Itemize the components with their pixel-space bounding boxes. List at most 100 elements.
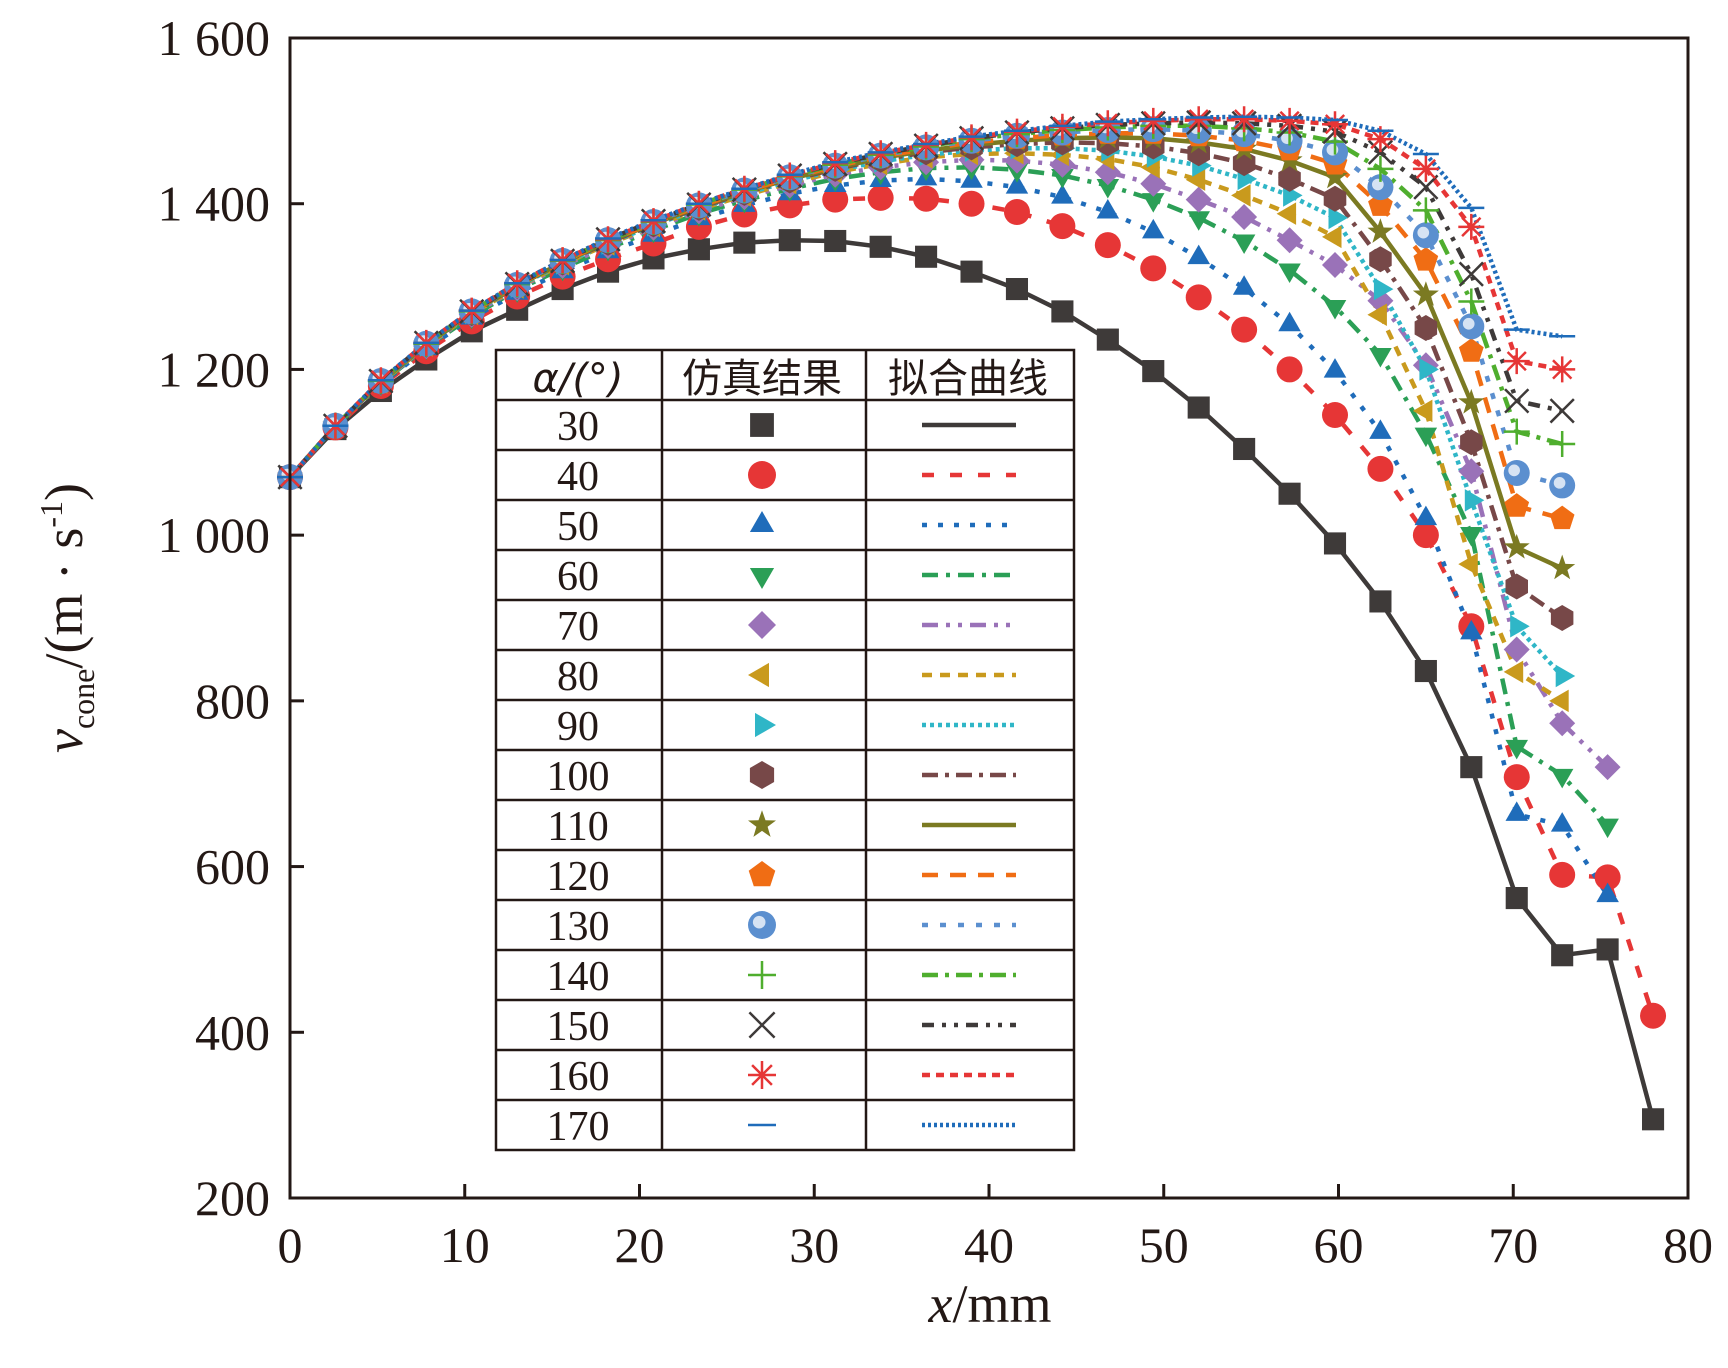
legend-marker-60 — [749, 568, 775, 589]
point-50-24 — [1369, 419, 1392, 439]
point-50-28 — [1550, 812, 1574, 832]
point-30-11 — [778, 229, 801, 252]
y-tick-label: 600 — [195, 839, 270, 895]
legend-angle-40: 40 — [557, 454, 599, 500]
point-100-25 — [1414, 315, 1438, 341]
legend-angle-130: 130 — [547, 904, 610, 950]
point-130-28 — [1549, 472, 1576, 499]
point-110-25 — [1412, 281, 1439, 306]
y-tick-label: 1 400 — [158, 176, 271, 232]
point-40-16 — [1003, 199, 1030, 225]
point-40-23 — [1322, 402, 1349, 428]
x-tick-label: 40 — [964, 1217, 1014, 1273]
point-30-19 — [1142, 360, 1165, 383]
point-70-23 — [1322, 252, 1348, 278]
point-70-22 — [1276, 227, 1303, 254]
point-60-25 — [1414, 427, 1438, 448]
point-90-25 — [1419, 358, 1439, 381]
legend-angle-30: 30 — [557, 404, 599, 450]
legend-angle-60: 60 — [557, 554, 599, 600]
series-points-170 — [277, 115, 1576, 479]
point-80-21 — [1231, 184, 1251, 207]
point-160-19 — [1140, 107, 1167, 134]
point-60-22 — [1278, 263, 1301, 283]
point-30-10 — [733, 231, 756, 254]
point-50-27 — [1505, 801, 1528, 821]
point-160-26 — [1458, 213, 1485, 240]
legend-angle-110: 110 — [547, 804, 608, 850]
point-40-24 — [1367, 455, 1394, 482]
series-line-50 — [288, 176, 1610, 897]
legend-marker-70 — [748, 611, 776, 639]
legend-angle-80: 80 — [557, 654, 599, 700]
point-50-26 — [1460, 619, 1483, 640]
point-100-22 — [1278, 165, 1301, 192]
point-70-27 — [1503, 636, 1530, 663]
point-80-22 — [1276, 202, 1297, 225]
legend-angle-90: 90 — [557, 704, 599, 750]
legend-marker-30 — [750, 413, 774, 437]
legend-angle-140: 140 — [547, 954, 610, 1000]
point-130-27 — [1503, 460, 1530, 486]
x-tick-label: 30 — [789, 1217, 839, 1273]
point-160-28 — [1549, 356, 1576, 383]
point-60-19 — [1142, 193, 1165, 213]
point-80-23 — [1322, 225, 1342, 249]
legend-angle-160: 160 — [547, 1054, 610, 1100]
point-130-26 — [1458, 313, 1485, 340]
y-axis-var: v — [34, 729, 94, 753]
point-60-17 — [1051, 169, 1074, 189]
point-40-18 — [1094, 232, 1121, 259]
y-tick-label: 200 — [195, 1170, 270, 1226]
point-30-21 — [1233, 437, 1256, 461]
point-30-25 — [1414, 659, 1437, 683]
point-80-27 — [1503, 660, 1524, 684]
legend-marker-100 — [749, 761, 775, 789]
x-axis-title: x/mm — [928, 1274, 1052, 1334]
point-120-26 — [1458, 338, 1484, 362]
point-70-28 — [1549, 710, 1576, 737]
x-tick-label: 20 — [615, 1217, 665, 1273]
point-30-27 — [1505, 887, 1528, 910]
y-axis-unit: /(m · s — [34, 528, 94, 669]
point-140-28 — [1549, 431, 1576, 457]
point-30-26 — [1460, 756, 1483, 779]
x-tick-label: 0 — [278, 1217, 303, 1273]
point-120-28 — [1549, 505, 1575, 530]
legend-angle-50: 50 — [557, 504, 599, 550]
point-140-25 — [1412, 197, 1439, 224]
point-110-23 — [1322, 163, 1348, 189]
point-40-27 — [1503, 764, 1530, 791]
point-30-29 — [1596, 938, 1619, 961]
point-50-16 — [1005, 174, 1029, 194]
point-90-23 — [1328, 206, 1348, 230]
legend-marker-150 — [748, 1011, 776, 1039]
x-tick-label: 70 — [1488, 1217, 1538, 1273]
point-160-23 — [1322, 111, 1348, 138]
point-160-18 — [1094, 110, 1121, 137]
point-160-21 — [1231, 106, 1258, 133]
point-60-28 — [1550, 768, 1574, 789]
point-60-24 — [1369, 348, 1392, 368]
legend-marker-130 — [748, 911, 776, 939]
x-tick-label: 10 — [440, 1217, 490, 1273]
point-160-20 — [1185, 106, 1212, 133]
legend: α/(°) 仿真结果 拟合曲线 304050607080901001101201… — [494, 348, 1076, 1152]
point-30-23 — [1323, 532, 1347, 555]
legend-marker-80 — [748, 662, 769, 688]
x-axis-unit: /mm — [952, 1274, 1051, 1334]
legend-header-sim: 仿真结果 — [682, 356, 842, 402]
legend-marker-40 — [748, 461, 776, 489]
point-40-21 — [1231, 316, 1258, 343]
y-axis-sub: cone — [65, 669, 101, 729]
point-30-30 — [1642, 1108, 1665, 1131]
legend-angle-150: 150 — [547, 1004, 610, 1050]
point-30-28 — [1551, 944, 1574, 967]
legend-header-fit: 拟合曲线 — [888, 356, 1048, 402]
point-40-12 — [822, 186, 849, 213]
point-30-17 — [1051, 300, 1074, 323]
point-100-24 — [1369, 246, 1392, 273]
point-150-25 — [1413, 174, 1439, 200]
point-40-17 — [1049, 213, 1076, 240]
